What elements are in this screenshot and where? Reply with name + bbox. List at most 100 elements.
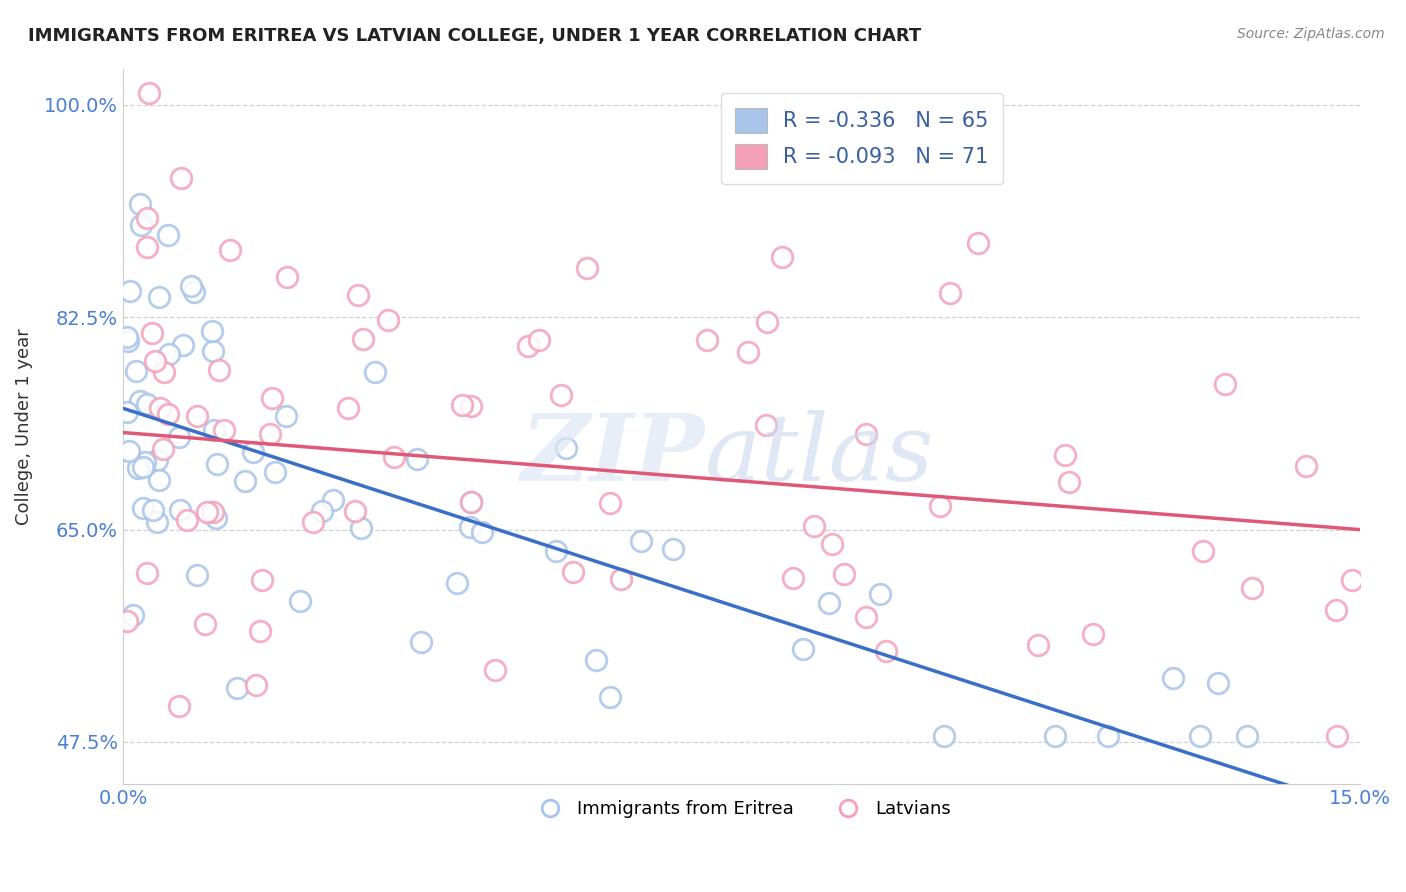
Point xyxy=(183,285,205,300)
Point xyxy=(561,565,583,579)
Point xyxy=(821,537,844,551)
Point xyxy=(132,500,155,515)
Point xyxy=(245,677,267,691)
Point xyxy=(249,624,271,638)
Point xyxy=(1026,638,1049,652)
Point xyxy=(527,333,550,347)
Point xyxy=(127,461,149,475)
Point xyxy=(546,544,568,558)
Point xyxy=(208,363,231,377)
Point xyxy=(219,244,242,258)
Point xyxy=(576,261,599,276)
Point xyxy=(157,228,180,243)
Point xyxy=(142,503,165,517)
Point xyxy=(939,285,962,300)
Point xyxy=(186,409,208,423)
Point xyxy=(377,313,399,327)
Point xyxy=(610,572,633,586)
Point xyxy=(932,729,955,743)
Point xyxy=(204,510,226,524)
Point xyxy=(1295,458,1317,473)
Point xyxy=(135,211,157,226)
Point xyxy=(252,573,274,587)
Point xyxy=(135,240,157,254)
Point xyxy=(364,365,387,379)
Text: ZIP: ZIP xyxy=(520,410,704,500)
Point xyxy=(202,423,225,437)
Point xyxy=(148,290,170,304)
Point xyxy=(148,473,170,487)
Point xyxy=(832,566,855,581)
Point xyxy=(347,288,370,302)
Point xyxy=(226,681,249,695)
Point xyxy=(409,635,432,649)
Point xyxy=(696,334,718,348)
Point xyxy=(585,653,607,667)
Point xyxy=(276,409,298,424)
Point xyxy=(1215,376,1237,391)
Point xyxy=(770,250,793,264)
Point xyxy=(451,398,474,412)
Point xyxy=(1043,729,1066,743)
Point xyxy=(471,525,494,540)
Point xyxy=(446,576,468,591)
Point xyxy=(115,329,138,343)
Point xyxy=(803,519,825,533)
Point xyxy=(146,452,169,467)
Point xyxy=(458,520,481,534)
Point xyxy=(460,399,482,413)
Point xyxy=(1236,729,1258,743)
Point xyxy=(212,423,235,437)
Point xyxy=(131,219,153,233)
Point xyxy=(1189,729,1212,743)
Point xyxy=(869,587,891,601)
Point xyxy=(755,417,778,432)
Point xyxy=(1053,448,1076,462)
Point xyxy=(167,429,190,443)
Point xyxy=(1081,627,1104,641)
Point xyxy=(176,513,198,527)
Point xyxy=(169,171,191,186)
Point xyxy=(352,332,374,346)
Point xyxy=(122,607,145,622)
Point xyxy=(1324,603,1347,617)
Point xyxy=(195,505,218,519)
Point xyxy=(782,571,804,585)
Point xyxy=(929,500,952,514)
Point xyxy=(792,642,814,657)
Point xyxy=(818,596,841,610)
Legend: Immigrants from Eritrea, Latvians: Immigrants from Eritrea, Latvians xyxy=(524,793,957,825)
Point xyxy=(550,388,572,402)
Point xyxy=(186,567,208,582)
Point xyxy=(264,466,287,480)
Point xyxy=(336,401,359,416)
Point xyxy=(180,279,202,293)
Point xyxy=(406,452,429,467)
Point xyxy=(201,324,224,338)
Point xyxy=(201,504,224,518)
Point xyxy=(875,644,897,658)
Point xyxy=(599,690,621,704)
Point xyxy=(1206,676,1229,690)
Point xyxy=(737,344,759,359)
Point xyxy=(1240,581,1263,595)
Point xyxy=(138,86,160,100)
Point xyxy=(276,269,298,284)
Point xyxy=(1326,729,1348,743)
Point xyxy=(242,445,264,459)
Point xyxy=(382,450,405,465)
Point xyxy=(115,405,138,419)
Point xyxy=(146,515,169,529)
Point xyxy=(132,459,155,474)
Point xyxy=(322,492,344,507)
Point xyxy=(117,334,139,349)
Point xyxy=(517,339,540,353)
Point xyxy=(128,197,150,211)
Point xyxy=(599,496,621,510)
Point xyxy=(259,426,281,441)
Point xyxy=(118,284,141,298)
Point xyxy=(460,494,482,508)
Point xyxy=(169,503,191,517)
Point xyxy=(855,427,877,442)
Point xyxy=(1192,544,1215,558)
